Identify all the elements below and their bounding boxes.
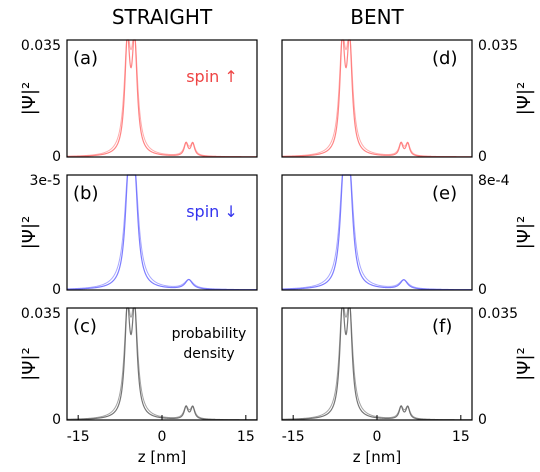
y-axis-label: |Ψ|² — [19, 216, 40, 250]
y-axis-label: |Ψ|² — [19, 82, 40, 116]
panel-f: 0.035 0 |Ψ|² (f) -15 0 15 z [nm] — [281, 306, 535, 466]
panel-d: BENT 0.035 0 |Ψ|² (d) — [281, 5, 535, 165]
x-tick-label: -15 — [67, 429, 90, 445]
plot-frame — [281, 174, 473, 291]
plot-frame — [66, 174, 258, 291]
y-tick-label-zero: 0 — [478, 149, 487, 165]
y-tick-label-zero: 0 — [52, 412, 61, 428]
panel-c: 0.035 0 |Ψ|² (c) probability density -15 0 15 z [… — [19, 306, 258, 466]
y-axis-label: |Ψ|² — [514, 347, 535, 381]
column-title: BENT — [350, 5, 404, 29]
y-tick-label-top: 0.035 — [21, 306, 61, 322]
y-tick-label-zero: 0 — [52, 282, 61, 298]
x-axis-label: z [nm] — [138, 448, 186, 466]
y-tick-label-top: 0.035 — [478, 306, 518, 322]
y-tick-label-top: 0.035 — [478, 38, 518, 54]
y-axis-label: |Ψ|² — [514, 216, 535, 250]
panel-b: 3e-5 0 |Ψ|² (b) spin ↓ — [19, 173, 258, 298]
series-line-shadow — [66, 174, 257, 291]
series-line-shadow — [282, 174, 472, 291]
y-tick-label-zero: 0 — [478, 282, 487, 298]
x-tick-label: 15 — [237, 429, 255, 445]
panel-label: (f) — [432, 316, 452, 337]
panel-label: (a) — [73, 48, 98, 69]
panel-label: (d) — [432, 48, 457, 69]
y-tick-label-top: 0.035 — [21, 38, 61, 54]
annotation-line2: density — [183, 346, 234, 362]
x-tick-label: 0 — [158, 429, 167, 445]
y-axis-label: |Ψ|² — [19, 347, 40, 381]
annotation: spin ↑ — [186, 67, 238, 86]
panel-a: STRAIGHT 0.035 0 |Ψ|² (a) spin ↑ — [19, 5, 258, 165]
panel-label: (e) — [432, 183, 457, 204]
plot-frame — [66, 39, 258, 158]
plot-frame — [281, 39, 473, 158]
panel-label: (b) — [73, 183, 98, 204]
x-tick-label: 15 — [452, 429, 470, 445]
y-tick-label-top: 8e-4 — [478, 173, 510, 189]
y-tick-label-top: 3e-5 — [30, 173, 61, 189]
x-axis-label: z [nm] — [353, 448, 401, 466]
annotation-line1: probability — [172, 326, 247, 342]
y-tick-label-zero: 0 — [478, 412, 487, 428]
x-tick-label: -15 — [282, 429, 305, 445]
panel-e: 8e-4 0 |Ψ|² (e) — [281, 173, 535, 298]
y-tick-label-zero: 0 — [52, 149, 61, 165]
column-title: STRAIGHT — [112, 5, 213, 29]
panel-label: (c) — [73, 316, 97, 337]
annotation: spin ↓ — [186, 202, 238, 221]
y-axis-label: |Ψ|² — [514, 82, 535, 116]
x-tick-label: 0 — [373, 429, 382, 445]
